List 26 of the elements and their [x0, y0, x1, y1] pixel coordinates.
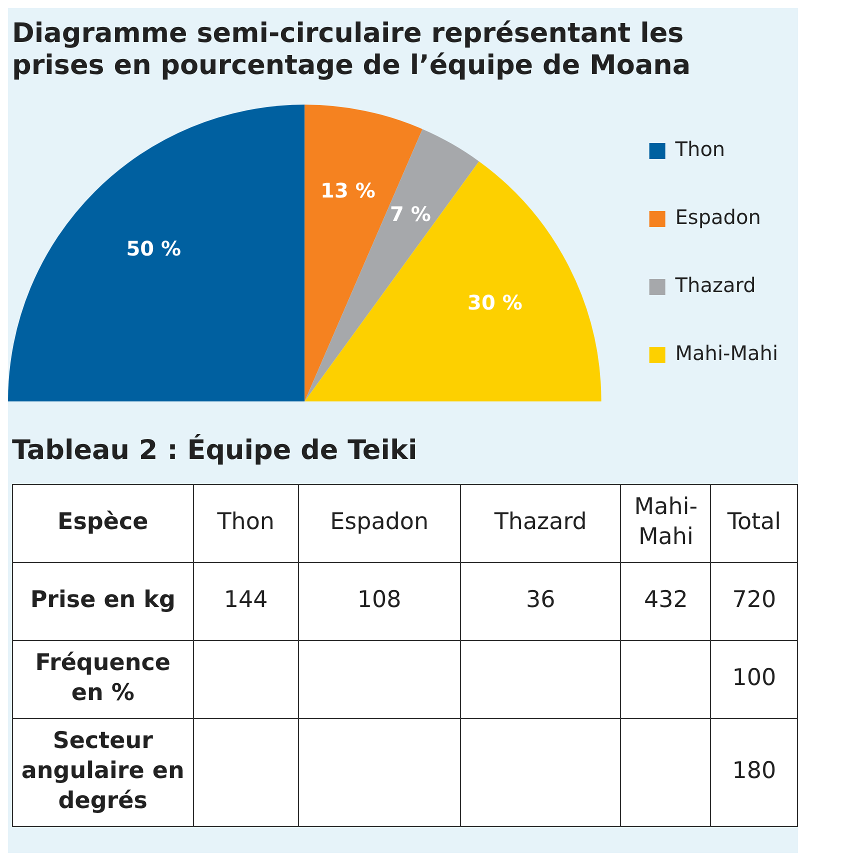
data-label: 144	[193, 562, 298, 640]
text: 720	[710, 562, 798, 640]
data-label: 50 %	[126, 236, 182, 260]
legend-label: Espadon	[675, 204, 761, 229]
text: Total	[710, 484, 798, 562]
text: Espèce	[12, 484, 194, 562]
data-label: 13 %	[320, 178, 376, 202]
category-label: Thon	[193, 484, 298, 562]
data-label: 7 %	[390, 202, 431, 226]
data-label: 432	[620, 562, 711, 640]
chart-title: Diagramme semi-circulaire représentant les prises en pourcentage de l’équipe de Moana	[12, 18, 692, 83]
legend-label: Mahi-Mahi	[675, 340, 778, 365]
data-label: 108	[298, 562, 460, 640]
text: Secteur angulaire en degrés	[12, 718, 194, 826]
data-label: 30 %	[468, 290, 522, 314]
category-label: Mahi-Mahi	[620, 484, 711, 562]
text: Fréquence en %	[12, 640, 194, 718]
text: Tableau 2 : Équipe de Teiki	[12, 434, 418, 466]
category-label: Espadon	[298, 484, 460, 562]
data-label: 36	[460, 562, 621, 640]
category-label: Thazard	[460, 484, 621, 562]
text: 180	[710, 718, 798, 826]
legend-label: Thon	[674, 136, 726, 161]
text: Prise en kg	[12, 562, 194, 640]
text: 100	[710, 640, 798, 718]
legend-label: Thazard	[674, 272, 756, 297]
